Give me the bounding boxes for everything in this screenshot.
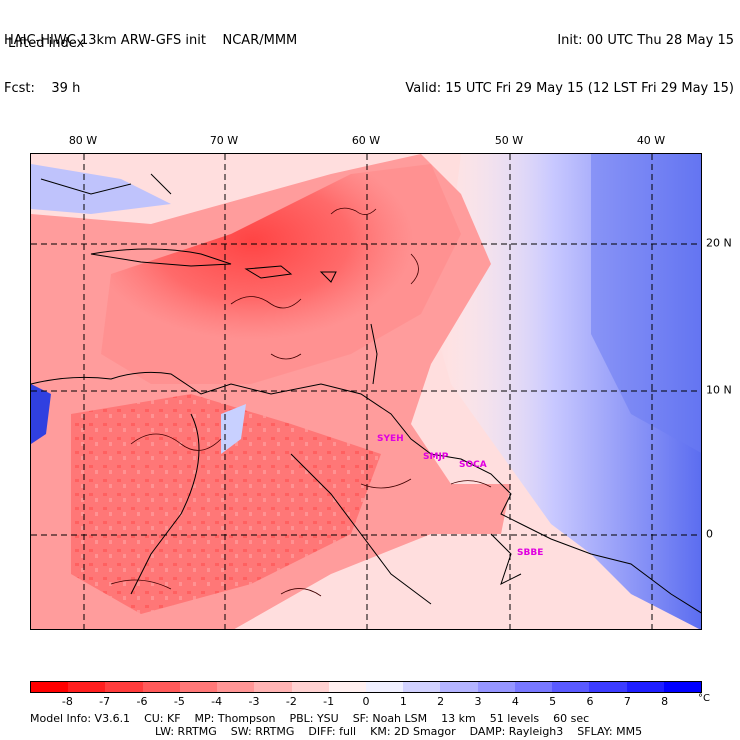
- legend-swatch: [477, 682, 515, 692]
- header-right: Init: 00 UTC Thu 28 May 15 Valid: 15 UTC…: [405, 1, 734, 113]
- header-left: HAIC-HIWC 13km ARW-GFS init NCAR/MMM Fcs…: [4, 1, 297, 113]
- legend-swatch: [626, 682, 664, 692]
- legend-tick-label: 6: [586, 695, 594, 708]
- legend-swatch: [440, 682, 478, 692]
- legend-tick-label: 0: [362, 695, 370, 708]
- legend-unit: °C: [698, 693, 710, 704]
- legend-swatch: [552, 682, 590, 692]
- legend-swatch: [291, 682, 329, 692]
- legend-tick-label: -2: [285, 695, 297, 708]
- maracaibo-patch: [221, 404, 246, 454]
- valid-time: Valid: 15 UTC Fri 29 May 15 (12 LST Fri …: [405, 81, 734, 96]
- model-title: HAIC-HIWC 13km ARW-GFS init NCAR/MMM: [4, 33, 298, 48]
- station-smjp: SMJP: [423, 452, 449, 462]
- lifted-index-map: SYEH SMJP SOCA SBBE: [30, 153, 702, 630]
- lat-label-10n: 10 N: [706, 383, 732, 397]
- model-info-item: 60 sec: [553, 712, 590, 725]
- lon-label-50w: 50 W: [494, 134, 524, 147]
- legend-swatch: [179, 682, 218, 692]
- coastlines: [31, 173, 701, 614]
- legend-tick-label: -7: [99, 695, 111, 708]
- lat-label-20n: 20 N: [706, 236, 732, 250]
- strong-stable-region: [591, 154, 701, 453]
- model-info-item: PBL: YSU: [289, 712, 339, 725]
- legend-swatch: [105, 682, 143, 692]
- legend-tick-label: -8: [61, 695, 73, 708]
- lat-label-0: 0: [706, 527, 713, 541]
- li-contours: [110, 207, 492, 597]
- legend-tick-label: -3: [248, 695, 260, 708]
- lon-label-70w: 70 W: [209, 134, 239, 147]
- model-info-item: KM: 2D Smagor: [370, 725, 456, 738]
- model-info-item: SF: Noah LSM: [352, 712, 428, 725]
- legend-swatch: [217, 682, 255, 692]
- model-info-item: DAMP: Rayleigh3: [469, 725, 564, 738]
- legend-tick-label: -1: [323, 695, 335, 708]
- lon-label-60w: 60 W: [351, 134, 381, 147]
- forecast-hour: Fcst: 39 h: [4, 81, 81, 96]
- model-info-item: DIFF: full: [308, 725, 357, 738]
- model-info-line1: Model Info: V3.6.1 CU: KF MP: Thompson PBL:…: [30, 712, 603, 725]
- station-soca: SOCA: [459, 460, 487, 470]
- field-name: Lifted index: [8, 36, 85, 51]
- nw-stable-streak: [31, 164, 171, 214]
- legend-tick-label: 5: [549, 695, 557, 708]
- station-sbbe: SBBE: [517, 548, 544, 558]
- legend-tick-label: 2: [437, 695, 445, 708]
- legend-swatch: [254, 682, 292, 692]
- legend-tick-label: -5: [173, 695, 185, 708]
- color-legend: [30, 681, 702, 693]
- legend-tick-label: -4: [211, 695, 223, 708]
- model-info-item: SFLAY: MM5: [577, 725, 643, 738]
- lat-lon-grid: [31, 154, 701, 629]
- legend-tick-label: -6: [136, 695, 148, 708]
- model-info-item: Model Info: V3.6.1: [30, 712, 131, 725]
- legend-tick-label: 3: [474, 695, 482, 708]
- legend-tick-label: 1: [399, 695, 407, 708]
- model-info-item: SW: RRTMG: [230, 725, 295, 738]
- legend-tick-label: 7: [623, 695, 631, 708]
- lon-label-40w: 40 W: [636, 134, 666, 147]
- legend-tick-label: 8: [661, 695, 669, 708]
- legend-swatch: [142, 682, 180, 692]
- map-canvas: [31, 154, 701, 629]
- unstable-core: [101, 164, 461, 384]
- pacific-stable-patch: [31, 384, 51, 444]
- legend-swatch: [663, 682, 701, 692]
- legend-swatch: [514, 682, 553, 692]
- lon-label-80w: 80 W: [68, 134, 98, 147]
- legend-swatch: [31, 682, 69, 692]
- init-time: Init: 00 UTC Thu 28 May 15: [557, 33, 734, 48]
- legend-swatch: [589, 682, 627, 692]
- legend-swatch: [403, 682, 441, 692]
- legend-swatch: [328, 682, 366, 692]
- legend-swatch: [68, 682, 106, 692]
- station-syeh: SYEH: [377, 434, 404, 444]
- model-info-line2: LW: RRTMG SW: RRTMG DIFF: full KM: 2D Smago…: [155, 725, 656, 738]
- model-info-item: 13 km: [441, 712, 476, 725]
- legend-tick-label: 4: [511, 695, 519, 708]
- model-info-item: LW: RRTMG: [155, 725, 217, 738]
- model-info-item: CU: KF: [144, 712, 181, 725]
- model-info-item: 51 levels: [489, 712, 540, 725]
- legend-swatch: [365, 682, 404, 692]
- model-info-item: MP: Thompson: [194, 712, 276, 725]
